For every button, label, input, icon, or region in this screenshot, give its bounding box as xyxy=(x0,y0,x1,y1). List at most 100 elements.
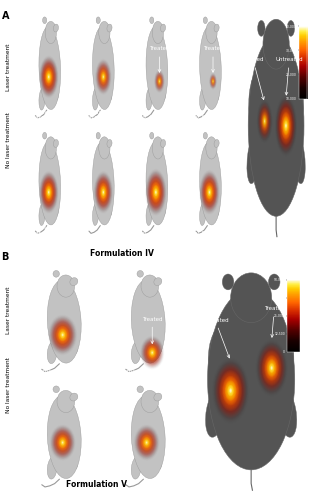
Ellipse shape xyxy=(281,113,290,138)
Ellipse shape xyxy=(224,380,237,402)
Ellipse shape xyxy=(211,76,215,86)
Ellipse shape xyxy=(137,430,156,455)
Ellipse shape xyxy=(141,434,153,450)
Ellipse shape xyxy=(260,110,269,132)
Ellipse shape xyxy=(208,188,211,196)
Ellipse shape xyxy=(70,334,78,353)
Ellipse shape xyxy=(102,190,105,196)
Ellipse shape xyxy=(249,74,261,123)
Ellipse shape xyxy=(60,332,65,338)
Ellipse shape xyxy=(267,360,276,376)
Ellipse shape xyxy=(50,318,75,352)
Ellipse shape xyxy=(47,457,57,479)
Ellipse shape xyxy=(268,362,275,374)
Ellipse shape xyxy=(70,278,78,285)
Ellipse shape xyxy=(211,77,215,86)
Ellipse shape xyxy=(230,390,231,392)
Ellipse shape xyxy=(259,106,270,137)
Ellipse shape xyxy=(97,63,110,90)
Ellipse shape xyxy=(143,438,150,448)
Ellipse shape xyxy=(57,275,75,297)
Ellipse shape xyxy=(150,132,154,139)
Ellipse shape xyxy=(209,192,210,193)
Ellipse shape xyxy=(59,330,66,340)
Ellipse shape xyxy=(222,274,234,290)
Ellipse shape xyxy=(150,350,154,355)
Ellipse shape xyxy=(264,354,279,382)
Text: No laser treatment: No laser treatment xyxy=(5,112,11,168)
Ellipse shape xyxy=(56,433,70,452)
Ellipse shape xyxy=(60,438,66,447)
Ellipse shape xyxy=(44,66,53,87)
Ellipse shape xyxy=(226,382,235,398)
Ellipse shape xyxy=(45,22,56,44)
Ellipse shape xyxy=(263,20,289,69)
Ellipse shape xyxy=(200,204,206,226)
Ellipse shape xyxy=(55,432,70,453)
Ellipse shape xyxy=(209,190,210,194)
Ellipse shape xyxy=(159,80,160,83)
Ellipse shape xyxy=(102,74,105,80)
Ellipse shape xyxy=(205,184,213,201)
Ellipse shape xyxy=(146,442,147,444)
Ellipse shape xyxy=(52,428,73,458)
Ellipse shape xyxy=(220,372,241,408)
Ellipse shape xyxy=(148,176,163,208)
Ellipse shape xyxy=(62,442,63,443)
Ellipse shape xyxy=(277,389,297,438)
Text: Formulation IV: Formulation IV xyxy=(90,248,154,258)
Ellipse shape xyxy=(98,180,109,205)
Ellipse shape xyxy=(45,137,56,159)
Ellipse shape xyxy=(214,196,219,216)
Ellipse shape xyxy=(45,184,53,201)
Ellipse shape xyxy=(153,185,159,200)
Ellipse shape xyxy=(43,64,54,90)
Ellipse shape xyxy=(147,173,165,212)
Ellipse shape xyxy=(200,26,221,110)
Ellipse shape xyxy=(151,352,153,354)
Ellipse shape xyxy=(149,178,163,207)
Ellipse shape xyxy=(97,62,110,92)
Ellipse shape xyxy=(143,340,162,365)
Ellipse shape xyxy=(283,118,289,133)
Ellipse shape xyxy=(221,374,240,408)
Ellipse shape xyxy=(155,190,156,194)
Ellipse shape xyxy=(149,177,163,208)
Ellipse shape xyxy=(43,181,54,204)
Ellipse shape xyxy=(54,431,71,454)
Ellipse shape xyxy=(41,174,57,210)
Ellipse shape xyxy=(145,440,148,445)
Ellipse shape xyxy=(52,321,73,349)
Ellipse shape xyxy=(60,330,66,339)
Ellipse shape xyxy=(220,372,242,410)
Ellipse shape xyxy=(151,182,161,203)
Ellipse shape xyxy=(42,62,56,92)
Ellipse shape xyxy=(40,58,57,96)
Ellipse shape xyxy=(262,114,267,128)
Ellipse shape xyxy=(99,184,108,201)
Ellipse shape xyxy=(57,435,68,450)
Ellipse shape xyxy=(156,74,163,88)
Ellipse shape xyxy=(143,340,161,365)
Ellipse shape xyxy=(47,188,51,196)
Ellipse shape xyxy=(146,344,159,362)
Ellipse shape xyxy=(151,182,160,202)
Ellipse shape xyxy=(54,324,71,346)
Ellipse shape xyxy=(54,80,58,100)
Ellipse shape xyxy=(201,173,218,212)
Ellipse shape xyxy=(101,188,105,196)
Ellipse shape xyxy=(51,318,75,352)
Ellipse shape xyxy=(260,348,283,389)
Ellipse shape xyxy=(275,328,294,376)
Ellipse shape xyxy=(203,132,207,139)
Ellipse shape xyxy=(52,320,73,350)
Ellipse shape xyxy=(260,348,283,388)
Ellipse shape xyxy=(201,174,218,210)
Ellipse shape xyxy=(97,64,109,90)
Ellipse shape xyxy=(203,179,215,206)
Ellipse shape xyxy=(206,184,213,200)
Ellipse shape xyxy=(95,174,112,211)
Ellipse shape xyxy=(159,80,160,82)
Ellipse shape xyxy=(46,187,51,198)
Ellipse shape xyxy=(222,375,240,406)
